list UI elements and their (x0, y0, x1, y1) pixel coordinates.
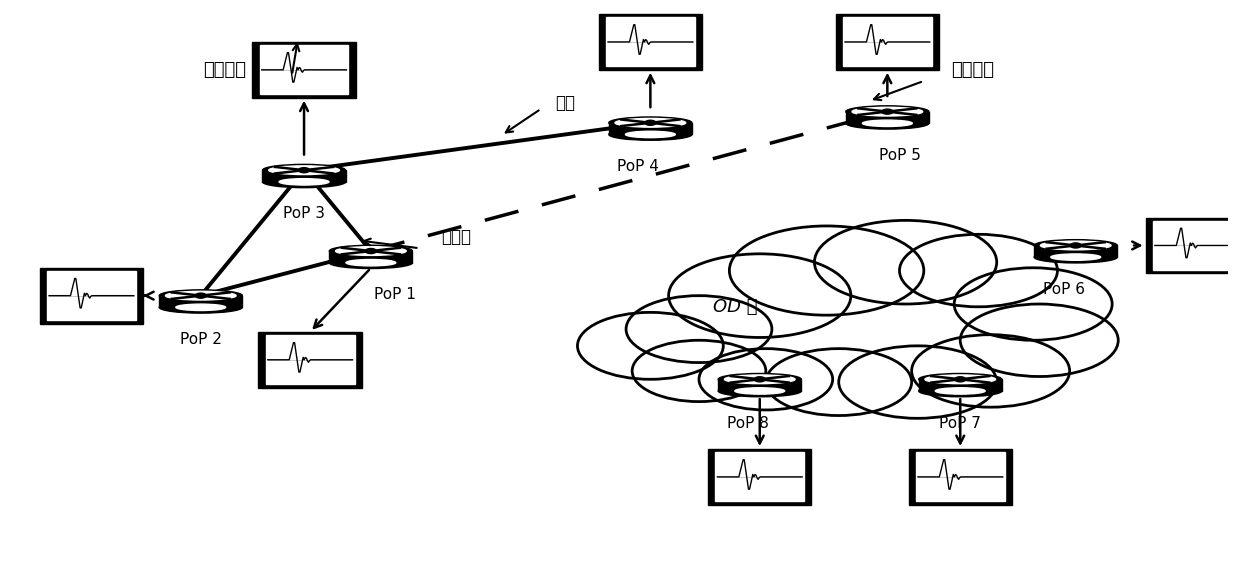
Circle shape (195, 293, 206, 298)
Ellipse shape (609, 129, 692, 141)
Text: PoP 3: PoP 3 (283, 207, 325, 221)
Ellipse shape (279, 179, 329, 185)
Text: PoP 4: PoP 4 (618, 159, 660, 174)
Ellipse shape (346, 259, 396, 266)
Ellipse shape (625, 131, 676, 138)
Circle shape (1070, 243, 1081, 248)
Circle shape (632, 340, 766, 402)
Bar (1153, 221, 1240, 270)
Ellipse shape (609, 117, 692, 129)
Ellipse shape (263, 164, 346, 176)
Circle shape (626, 296, 771, 362)
Polygon shape (919, 380, 1002, 391)
Circle shape (754, 377, 765, 382)
Circle shape (882, 109, 893, 114)
Text: PoP 5: PoP 5 (879, 148, 920, 163)
Bar (843, 18, 931, 67)
Bar (836, 14, 939, 70)
Circle shape (696, 258, 1012, 403)
Bar (708, 449, 811, 505)
Bar (265, 335, 355, 384)
Polygon shape (330, 251, 413, 263)
Bar (909, 449, 1012, 505)
Text: PoP 6: PoP 6 (1043, 282, 1085, 296)
Bar (47, 271, 136, 320)
Ellipse shape (925, 375, 996, 384)
Polygon shape (263, 170, 346, 182)
Bar (599, 14, 702, 70)
Ellipse shape (718, 385, 801, 397)
Ellipse shape (1034, 251, 1117, 263)
Ellipse shape (1040, 241, 1111, 250)
Ellipse shape (919, 385, 1002, 397)
Ellipse shape (735, 387, 785, 394)
Ellipse shape (336, 247, 407, 255)
Circle shape (911, 335, 1070, 407)
Bar (259, 46, 348, 94)
Text: PoP 8: PoP 8 (727, 415, 769, 431)
Text: 源节点: 源节点 (441, 228, 471, 246)
Polygon shape (1034, 245, 1117, 257)
Ellipse shape (862, 120, 913, 126)
Bar (606, 18, 694, 67)
Ellipse shape (159, 290, 242, 302)
Ellipse shape (615, 118, 686, 127)
Circle shape (954, 268, 1112, 340)
Circle shape (838, 346, 997, 418)
Circle shape (729, 226, 924, 315)
Bar (258, 332, 362, 387)
Polygon shape (718, 380, 801, 391)
Bar (40, 268, 143, 324)
Text: OD 流: OD 流 (713, 298, 758, 316)
Ellipse shape (1034, 240, 1117, 251)
Ellipse shape (718, 373, 801, 385)
Polygon shape (846, 112, 929, 123)
Text: PoP 1: PoP 1 (374, 287, 417, 302)
Ellipse shape (846, 106, 929, 117)
Ellipse shape (269, 166, 340, 175)
Bar (916, 452, 1004, 501)
Ellipse shape (919, 373, 1002, 385)
Circle shape (955, 377, 966, 382)
Ellipse shape (935, 387, 986, 394)
Circle shape (578, 312, 723, 380)
Circle shape (960, 304, 1118, 377)
Polygon shape (609, 123, 692, 134)
Circle shape (699, 349, 832, 410)
Ellipse shape (176, 304, 226, 311)
Polygon shape (159, 296, 242, 307)
Circle shape (766, 349, 911, 415)
Ellipse shape (724, 375, 795, 384)
Circle shape (899, 234, 1058, 307)
Circle shape (668, 254, 851, 337)
Circle shape (645, 120, 656, 125)
Text: 链路: 链路 (556, 94, 575, 112)
Text: 采集设备: 采集设备 (203, 61, 247, 79)
Bar (253, 42, 356, 98)
Bar (1146, 217, 1240, 273)
Ellipse shape (330, 257, 413, 269)
Ellipse shape (330, 245, 413, 257)
Text: 目的节点: 目的节点 (951, 61, 994, 79)
Circle shape (815, 220, 997, 304)
Circle shape (299, 168, 310, 173)
Ellipse shape (263, 176, 346, 188)
Ellipse shape (852, 108, 923, 116)
Text: PoP 2: PoP 2 (180, 332, 222, 347)
Text: PoP 7: PoP 7 (940, 415, 981, 431)
Ellipse shape (159, 302, 242, 313)
Circle shape (366, 249, 377, 254)
Ellipse shape (165, 291, 236, 300)
Ellipse shape (846, 117, 929, 129)
Ellipse shape (1050, 254, 1101, 261)
Bar (715, 452, 805, 501)
